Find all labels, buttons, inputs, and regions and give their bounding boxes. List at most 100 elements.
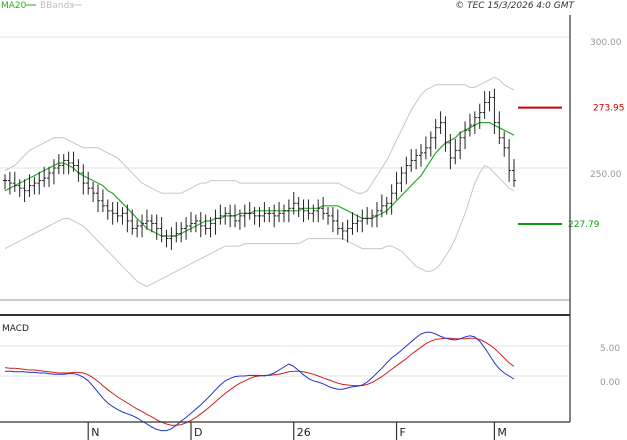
ohlc-bar	[281, 204, 286, 223]
ohlc-bar	[17, 179, 22, 197]
ohlc-bar	[428, 131, 433, 157]
ohlc-bar	[179, 222, 184, 243]
ohlc-bar	[448, 133, 453, 170]
ohlc-bar	[164, 229, 169, 248]
ohlc-bar	[42, 166, 47, 187]
ohlc-bar	[389, 184, 394, 215]
ohlc-bar	[3, 174, 7, 190]
ohlc-bar	[120, 207, 125, 225]
ohlc-bar	[247, 202, 252, 220]
ohlc-bar	[458, 131, 463, 160]
ohlc-bar	[208, 217, 213, 238]
ma20-legend-label: MA20	[1, 1, 27, 11]
x-tick-label: N	[91, 426, 99, 439]
ohlc-bar	[174, 222, 179, 243]
ohlc-bar	[423, 136, 428, 160]
ohlc-bar	[223, 207, 228, 225]
ohlc-bar	[350, 212, 355, 235]
ohlc-bar	[233, 204, 238, 228]
ohlc-bar	[213, 209, 218, 235]
ohlc-bar	[277, 202, 282, 223]
macd-y-tick-0: 0.00	[600, 378, 620, 388]
ohlc-bar	[482, 91, 487, 119]
ohlc-bar	[115, 202, 120, 223]
macd-signal-line	[4, 337, 515, 426]
ohlc-bar	[130, 209, 135, 235]
ohlc-bar	[286, 199, 291, 223]
ohlc-bar	[326, 207, 331, 225]
y-tick-300: 300.00	[590, 38, 622, 48]
ohlc-bar	[242, 204, 247, 228]
ohlc-bar	[184, 217, 189, 240]
ohlc-bar	[355, 214, 360, 233]
ohlc-bar	[149, 214, 154, 233]
ohlc-bar	[47, 166, 52, 187]
ohlc-bar	[32, 176, 37, 195]
ohlc-bar	[144, 209, 149, 230]
ohlc-bar	[296, 196, 301, 218]
x-tick-label: D	[194, 426, 202, 439]
ohlc-bar	[125, 204, 130, 233]
ohlc-bar	[394, 171, 399, 200]
ohlc-bars-layer	[3, 88, 516, 250]
ohlc-bar	[262, 202, 267, 223]
macd-panel: MACD 5.00 0.00	[0, 324, 620, 432]
ohlc-bar	[81, 164, 86, 195]
ohlc-bar	[433, 118, 438, 150]
ohlc-bar	[257, 207, 262, 228]
x-tick-label: 26	[297, 426, 311, 439]
ohlc-bar	[374, 202, 379, 228]
levels-layer: 273.95 227.79	[518, 104, 625, 230]
ohlc-bar	[27, 174, 32, 197]
copyright-text: © TEC 15/3/2026 4:0 GMT	[455, 1, 575, 11]
ohlc-bar	[56, 154, 61, 175]
ohlc-bar	[22, 179, 27, 203]
ohlc-bar	[51, 159, 56, 185]
ohlc-bar	[237, 209, 242, 230]
ohlc-bar	[384, 196, 389, 215]
macd-y-tick-5: 5.00	[600, 344, 620, 354]
ohlc-bar	[335, 209, 340, 235]
bbands-legend-label: BBands	[40, 1, 74, 11]
price-panel: 300.00 250.00 273.95 227.79	[0, 36, 625, 301]
ohlc-bar	[291, 191, 296, 215]
support-label: 227.79	[568, 220, 600, 230]
ohlc-bar	[472, 111, 477, 134]
ohlc-bar	[463, 121, 468, 150]
ohlc-bar	[110, 202, 115, 225]
x-tick-label: M	[497, 426, 507, 439]
ohlc-bar	[100, 189, 105, 213]
ohlc-bar	[7, 171, 12, 195]
ohlc-bar	[497, 111, 502, 145]
ohlc-bar	[218, 204, 223, 225]
y-tick-250: 250.00	[590, 170, 622, 180]
ohlc-bar	[438, 111, 443, 134]
ohlc-bar	[76, 159, 81, 182]
ohlc-bar	[507, 139, 512, 182]
ohlc-bar	[228, 204, 233, 228]
ohlc-bar	[198, 212, 203, 238]
ohlc-bar	[252, 207, 257, 225]
resistance-label: 273.95	[593, 104, 625, 114]
ohlc-bar	[414, 149, 419, 170]
bbands-layer	[4, 76, 515, 287]
ohlc-bar	[306, 199, 311, 220]
ohlc-bar	[492, 88, 497, 134]
ohlc-bar	[360, 209, 365, 233]
ohlc-bar	[91, 181, 96, 203]
ohlc-bar	[135, 219, 140, 238]
x-ticks-layer: N D 26 F M	[87, 422, 507, 440]
ohlc-bar	[159, 217, 164, 243]
ohlc-bar	[311, 204, 316, 223]
ohlc-bar	[419, 144, 424, 167]
ohlc-bar	[453, 139, 458, 165]
ohlc-bar	[66, 151, 71, 175]
ohlc-bar	[12, 171, 17, 192]
ohlc-bar	[105, 199, 110, 220]
ohlc-bar	[37, 171, 42, 195]
bband-upper-line	[4, 76, 515, 194]
ohlc-bar	[330, 207, 335, 233]
ohlc-bar	[321, 196, 326, 220]
ohlc-bar	[409, 149, 414, 172]
ohlc-bar	[61, 154, 66, 175]
